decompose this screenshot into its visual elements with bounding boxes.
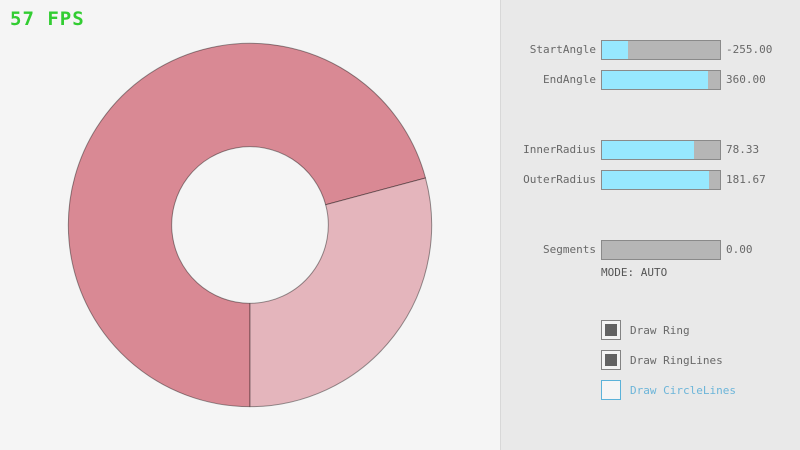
slider-row-end-angle: EndAngle 360.00 (501, 70, 800, 90)
draw-ring-label: Draw Ring (630, 323, 690, 337)
ring-segment (249, 177, 433, 408)
outer-radius-value: 181.67 (726, 173, 766, 186)
slider-row-inner-radius: InnerRadius 78.33 (501, 140, 800, 160)
start-angle-slider[interactable] (601, 40, 721, 60)
end-angle-value: 360.00 (726, 73, 766, 86)
outer-radius-slider-fill (602, 171, 710, 189)
checkbox-row-draw-circlelines: Draw CircleLines (601, 380, 800, 400)
inner-radius-value: 78.33 (726, 143, 760, 156)
ring-segment (67, 42, 427, 408)
checkbox-row-draw-ring: Draw Ring (601, 320, 800, 340)
outer-radius-slider[interactable] (601, 170, 721, 190)
segments-mode-text: MODE: AUTO (601, 266, 668, 279)
checkbox-check-icon (605, 354, 617, 366)
end-angle-slider[interactable] (601, 70, 721, 90)
controls-panel: StartAngle -255.00 EndAngle 360.00 Inner… (500, 0, 800, 450)
checkbox-row-draw-ringlines: Draw RingLines (601, 350, 800, 370)
segments-slider[interactable] (601, 240, 721, 260)
checkbox-check-icon (605, 324, 617, 336)
draw-ring-checkbox[interactable] (601, 320, 621, 340)
fps-counter: 57 FPS (10, 8, 85, 30)
end-angle-slider-fill (602, 71, 709, 89)
donut-ring-chart (67, 42, 433, 408)
segments-label: Segments (543, 243, 596, 256)
inner-radius-slider[interactable] (601, 140, 721, 160)
segments-value: 0.00 (726, 243, 753, 256)
draw-circlelines-checkbox[interactable] (601, 380, 621, 400)
draw-ringlines-label: Draw RingLines (630, 353, 723, 367)
slider-row-start-angle: StartAngle -255.00 (501, 40, 800, 60)
start-angle-slider-fill (602, 41, 628, 59)
render-canvas: 57 FPS (10, 8, 433, 408)
draw-circlelines-label: Draw CircleLines (630, 383, 736, 397)
outer-radius-label: OuterRadius (523, 173, 596, 186)
inner-radius-slider-fill (602, 141, 695, 159)
start-angle-value: -255.00 (726, 43, 773, 56)
slider-row-outer-radius: OuterRadius 181.67 (501, 170, 800, 190)
start-angle-label: StartAngle (529, 43, 596, 56)
inner-radius-label: InnerRadius (523, 143, 596, 156)
slider-row-segments: Segments 0.00 (501, 240, 800, 260)
end-angle-label: EndAngle (543, 73, 596, 86)
draw-ringlines-checkbox[interactable] (601, 350, 621, 370)
